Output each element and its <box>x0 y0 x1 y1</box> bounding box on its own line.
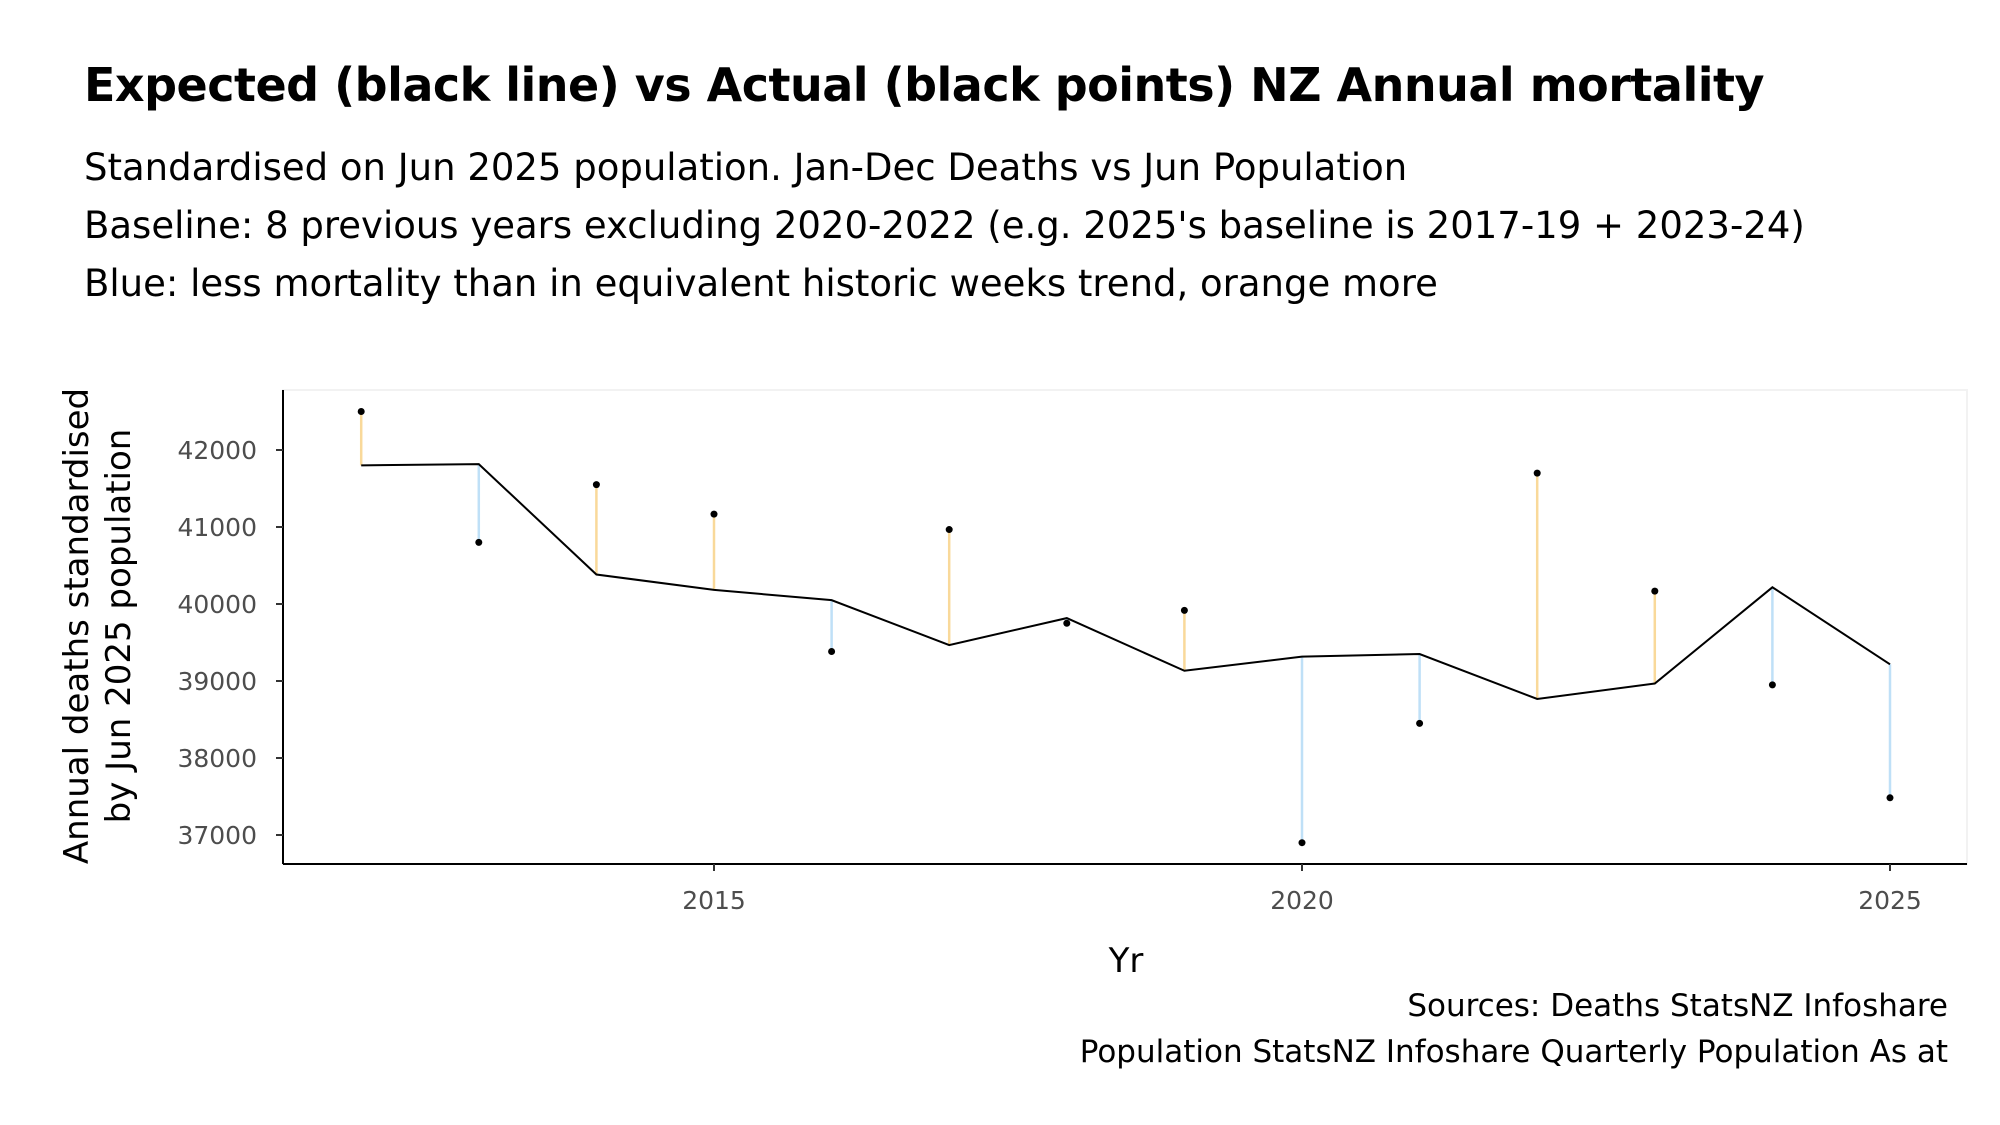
y-tick-label: 42000 <box>177 436 257 465</box>
y-tick-label: 40000 <box>177 590 257 619</box>
y-tick-label: 38000 <box>177 744 257 773</box>
chart-title: Expected (black line) vs Actual (black p… <box>84 58 1764 112</box>
subtitle-line-2: Baseline: 8 previous years excluding 202… <box>84 204 1805 247</box>
actual-point <box>1416 719 1424 727</box>
actual-point <box>475 538 483 546</box>
actual-point <box>1063 619 1071 627</box>
y-tick-label: 41000 <box>177 513 257 542</box>
x-tick-label: 2020 <box>1270 886 1334 915</box>
actual-point <box>1768 681 1776 689</box>
x-axis-label: Yr <box>1108 941 1144 981</box>
y-axis-label-line-1: Annual deaths standardised <box>57 388 97 864</box>
source-line-1: Sources: Deaths StatsNZ Infoshare <box>1407 988 1948 1024</box>
actual-point <box>828 648 836 656</box>
actual-point <box>945 526 953 534</box>
subtitle-line-3: Blue: less mortality than in equivalent … <box>84 262 1438 305</box>
plot-panel <box>282 389 1968 865</box>
actual-point <box>1180 606 1188 614</box>
y-tick-label: 37000 <box>177 821 257 850</box>
x-tick-label: 2015 <box>682 886 746 915</box>
actual-point <box>1651 587 1659 595</box>
y-tick-label: 39000 <box>177 667 257 696</box>
actual-point <box>1298 839 1306 847</box>
x-tick-label: 2025 <box>1858 886 1922 915</box>
source-line-2: Population StatsNZ Infoshare Quarterly P… <box>1079 1034 1948 1070</box>
subtitle-line-1: Standardised on Jun 2025 population. Jan… <box>84 146 1408 189</box>
actual-point <box>357 408 365 415</box>
actual-point <box>592 481 600 489</box>
y-axis-label-line-2: by Jun 2025 population <box>99 429 139 824</box>
expected-line <box>361 463 1891 700</box>
actual-point <box>1886 794 1894 802</box>
actual-point <box>1533 469 1541 477</box>
actual-point <box>710 510 718 518</box>
